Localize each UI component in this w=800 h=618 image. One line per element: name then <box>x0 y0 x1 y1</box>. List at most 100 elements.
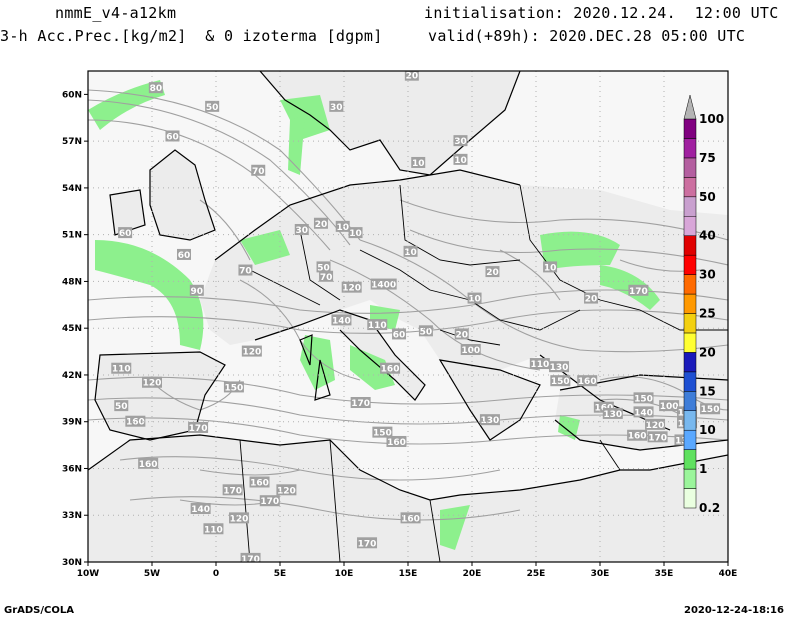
contour-label: 70 <box>319 270 334 283</box>
svg-text:170: 170 <box>648 433 667 443</box>
lon-tick-label: 5W <box>144 569 160 579</box>
contour-label: 130 <box>549 361 570 373</box>
colorbar-segment <box>683 313 697 334</box>
svg-text:20: 20 <box>585 295 598 305</box>
contour-label: 160 <box>400 512 421 524</box>
svg-text:110: 110 <box>112 365 131 375</box>
colorbar-segment <box>683 293 697 314</box>
svg-text:30: 30 <box>454 137 467 147</box>
contour-label: 10 <box>403 245 418 258</box>
contour-label: 170 <box>188 421 209 434</box>
colorbar-segment <box>683 352 697 373</box>
svg-text:110: 110 <box>530 360 549 370</box>
lat-tick-label: 36N <box>62 464 82 474</box>
contour-label: 170 <box>259 495 280 507</box>
contour-label: 50 <box>114 400 129 412</box>
contour-label: 50 <box>418 325 433 337</box>
svg-text:130: 130 <box>603 410 622 420</box>
contour-label: 10 <box>467 292 482 305</box>
svg-text:100: 100 <box>660 402 679 412</box>
svg-text:160: 160 <box>381 365 400 375</box>
colorbar-label: 50 <box>699 190 716 204</box>
contour-label: 30 <box>453 135 468 147</box>
contour-label: 170 <box>240 552 261 562</box>
lon-tick-label: 20E <box>463 569 482 579</box>
lat-tick-label: 54N <box>62 184 82 194</box>
svg-text:130: 130 <box>481 416 500 426</box>
colorbar-segment <box>683 177 697 198</box>
initialisation-time: initialisation: 2020.12.24. 12:00 UTC <box>424 4 779 22</box>
svg-text:10: 10 <box>468 295 481 305</box>
colorbar-segment <box>683 216 697 236</box>
contour-label: 30 <box>329 100 344 113</box>
contour-label: 1400 <box>370 278 397 291</box>
contour-label: 120 <box>276 484 297 496</box>
land-britain <box>150 150 215 240</box>
contour-label: 60 <box>165 130 180 142</box>
contour-label: 20 <box>485 266 500 278</box>
colorbar-segment <box>683 138 697 159</box>
svg-text:160: 160 <box>250 479 269 489</box>
contour-label: 60 <box>118 227 133 239</box>
svg-text:30: 30 <box>295 226 308 236</box>
svg-text:10: 10 <box>544 263 557 273</box>
svg-text:50: 50 <box>206 103 219 113</box>
svg-text:60: 60 <box>178 251 191 261</box>
svg-text:140: 140 <box>332 316 351 326</box>
contour-label: 100 <box>460 344 481 356</box>
svg-text:160: 160 <box>126 418 145 428</box>
svg-text:110: 110 <box>368 321 387 331</box>
lat-tick-label: 33N <box>62 511 82 521</box>
svg-text:60: 60 <box>393 330 406 340</box>
svg-text:10: 10 <box>412 159 425 169</box>
svg-text:90: 90 <box>191 287 204 297</box>
svg-text:50: 50 <box>115 402 128 412</box>
land-balkans <box>440 360 540 440</box>
model-title: nmmE_v4-a12km <box>55 4 177 22</box>
svg-text:160: 160 <box>139 460 158 470</box>
svg-text:160: 160 <box>578 377 597 387</box>
contour-label: 120 <box>229 512 250 524</box>
colorbar-label: 0.2 <box>699 501 720 515</box>
lon-tick-label: 5E <box>274 569 286 579</box>
svg-text:160: 160 <box>387 438 406 448</box>
contour-label: 90 <box>189 284 204 297</box>
land-north-africa <box>88 435 728 562</box>
svg-text:140: 140 <box>634 408 653 418</box>
contour-label: 120 <box>341 281 362 294</box>
svg-text:170: 170 <box>189 424 208 434</box>
contour-label: 70 <box>238 264 253 277</box>
svg-text:150: 150 <box>551 377 570 387</box>
colorbar-label: 25 <box>699 307 716 321</box>
contour-label: 120 <box>241 345 262 358</box>
svg-text:110: 110 <box>204 525 223 535</box>
software-credit: GrADS/COLA <box>4 605 74 616</box>
contour-label: 160 <box>249 476 270 489</box>
colorbar-segment <box>683 235 697 256</box>
colorbar-label: 40 <box>699 229 716 243</box>
colorbar-segment <box>683 488 697 509</box>
contour-label: 160 <box>577 375 598 387</box>
contour-label: 140 <box>190 503 211 515</box>
lat-tick-label: 51N <box>62 231 82 241</box>
svg-text:20: 20 <box>315 220 328 230</box>
contour-label: 10 <box>348 227 363 239</box>
contour-label: 160 <box>125 415 146 428</box>
svg-text:170: 170 <box>629 287 648 297</box>
colorbar-label: 10 <box>699 423 716 437</box>
svg-text:70: 70 <box>252 167 265 177</box>
contour-label: 30 <box>294 223 309 236</box>
contour-label: 100 <box>659 400 680 412</box>
contour-label: 150 <box>700 403 721 415</box>
svg-text:120: 120 <box>646 421 665 431</box>
svg-text:20: 20 <box>406 72 419 82</box>
svg-text:160: 160 <box>628 432 647 442</box>
svg-text:160: 160 <box>401 514 420 524</box>
svg-text:50: 50 <box>317 263 330 273</box>
colorbar-segment <box>683 332 697 353</box>
lon-tick-label: 30E <box>591 569 610 579</box>
svg-text:20: 20 <box>455 330 468 340</box>
svg-text:170: 170 <box>223 486 242 496</box>
colorbar-segment <box>683 254 697 275</box>
contour-label: 70 <box>251 164 266 177</box>
